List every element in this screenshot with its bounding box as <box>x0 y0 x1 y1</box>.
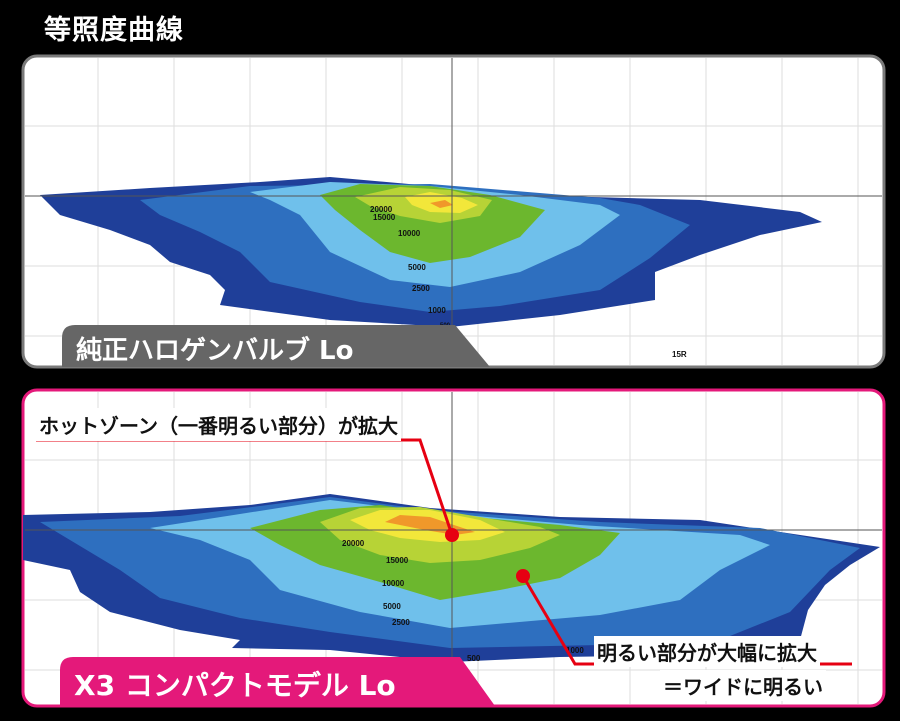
bright-area-annotation: 明るい部分が大幅に拡大 <box>594 636 820 667</box>
hot-zone-marker-dot <box>445 528 459 542</box>
marker-15r: 15R <box>672 350 687 359</box>
page-title: 等照度曲線 <box>44 15 184 46</box>
x3-label-tab <box>60 657 495 706</box>
contour-label: 1000 <box>566 646 584 655</box>
contour-label: 15000 <box>373 213 396 222</box>
contour-label: 15000 <box>386 556 409 565</box>
halogen-label-tab <box>62 325 490 367</box>
halogen-panel-label: 純正ハロゲンバルブ Lo <box>76 336 354 366</box>
x3-panel-label: X3 コンパクトモデル Lo <box>74 669 396 702</box>
contour-label: 10000 <box>382 579 405 588</box>
contour-label: 2500 <box>412 284 430 293</box>
bright-area-marker-dot <box>516 569 530 583</box>
contour-label: 20000 <box>342 539 365 548</box>
contour-label: 1000 <box>428 306 446 315</box>
contour-label: 10000 <box>398 229 421 238</box>
contour-label: 2500 <box>392 618 410 627</box>
contour-label: 20000 <box>370 205 393 214</box>
contour-label: 500 <box>467 654 481 663</box>
contour-label: 5000 <box>383 602 401 611</box>
wide-annotation: ＝ワイドに明るい <box>660 670 826 701</box>
contour-label: 5000 <box>408 263 426 272</box>
hot-zone-annotation: ホットゾーン（一番明るい部分）が拡大 <box>36 408 401 441</box>
contour-6 <box>430 200 453 208</box>
